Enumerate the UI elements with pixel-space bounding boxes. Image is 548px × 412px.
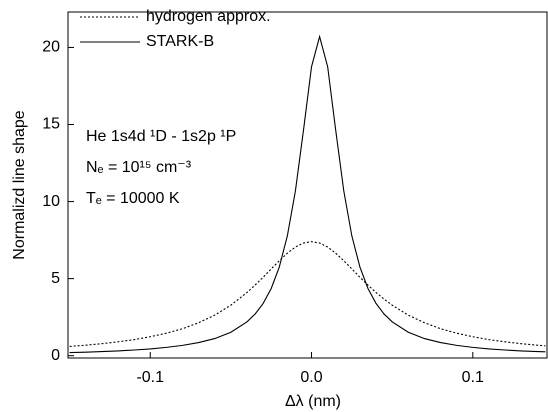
y-axis-label: Normalizd line shape: [11, 110, 28, 260]
annotation: Tₑ = 10000 K: [86, 190, 180, 207]
legend-label: STARK-B: [146, 33, 214, 50]
x-tick-label: 0.0: [300, 369, 322, 386]
x-tick-label: 0.1: [462, 369, 484, 386]
y-tick-label: 20: [42, 39, 60, 56]
series-line: [69, 241, 546, 347]
series-line: [69, 34, 546, 354]
y-tick-label: 15: [42, 116, 60, 133]
annotation: Nₑ = 10¹⁵ cm⁻³: [86, 159, 192, 176]
plot-frame: [67, 11, 548, 359]
y-tick-label: 10: [42, 193, 60, 210]
x-tick-label: -0.1: [136, 369, 164, 386]
y-tick-label: 0: [51, 347, 60, 364]
x-axis-label: Δλ (nm): [285, 393, 341, 410]
annotation: He 1s4d ¹D - 1s2p ¹P: [86, 128, 236, 145]
legend-label: hydrogen approx.: [146, 8, 271, 25]
y-tick-label: 5: [51, 270, 60, 287]
